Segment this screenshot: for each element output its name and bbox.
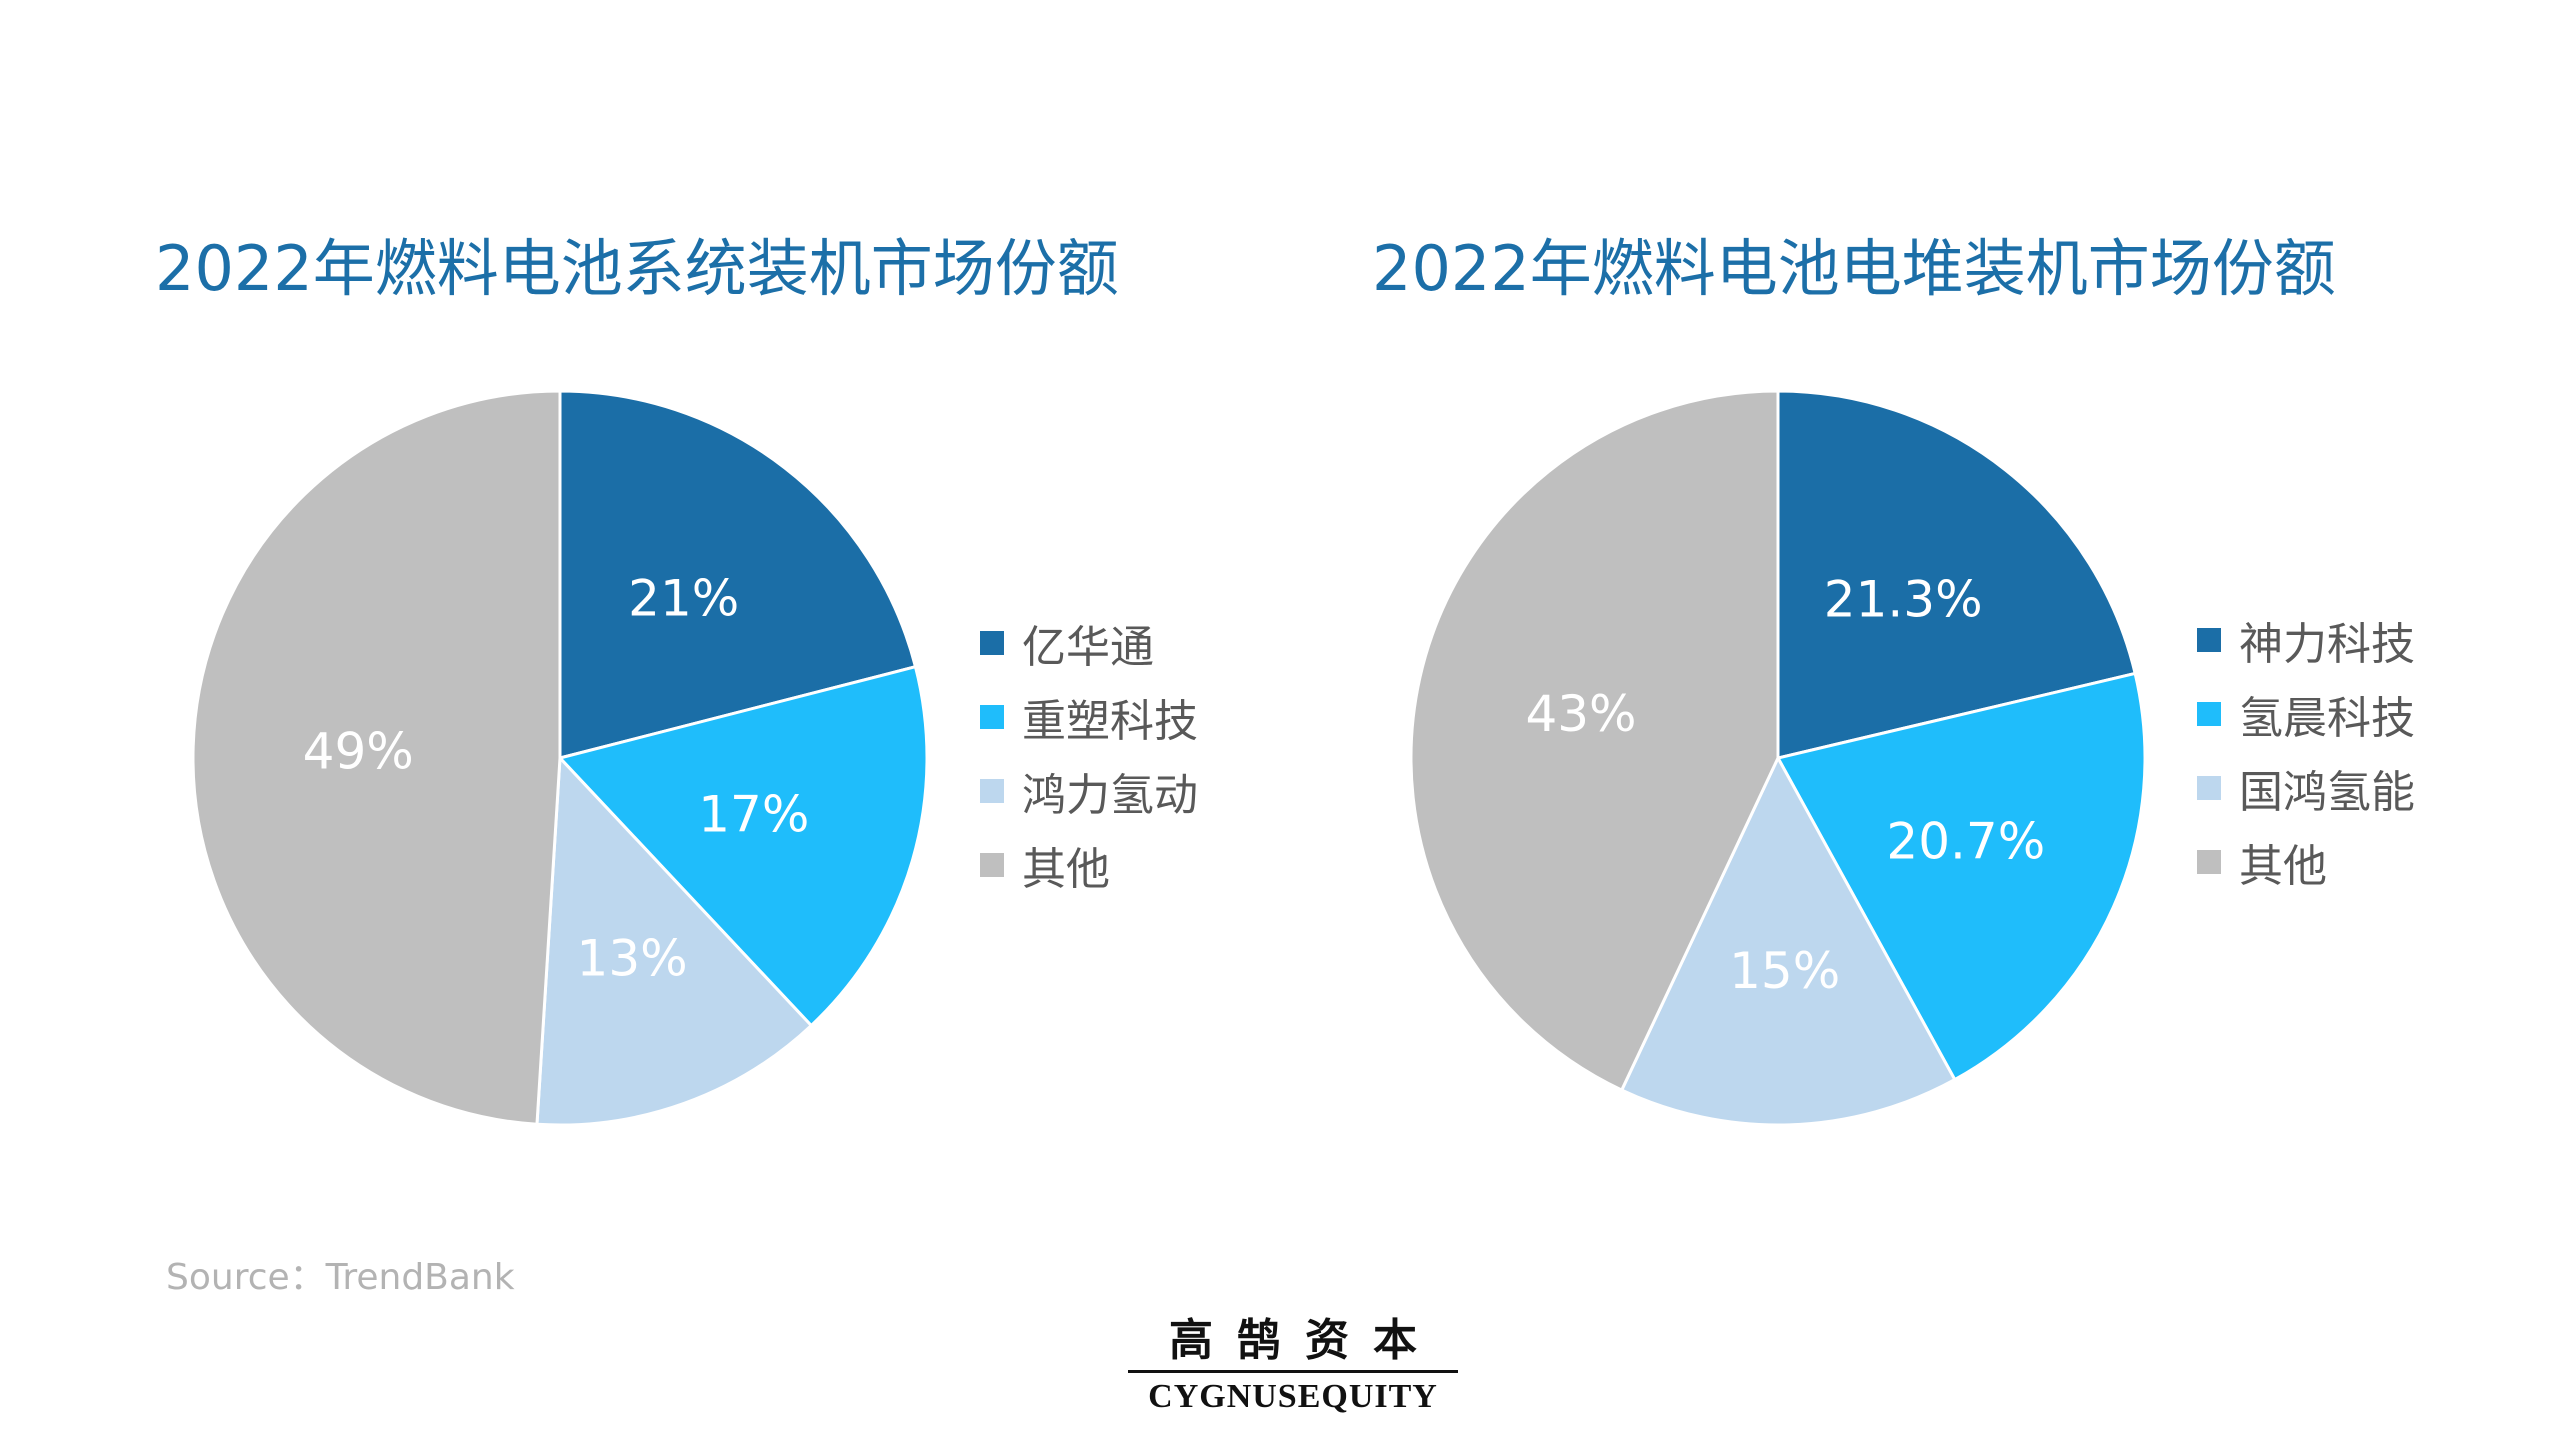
legend-item: 鸿力氢动	[980, 754, 1198, 828]
pie-slice-1	[558, 389, 918, 760]
legend-item: 国鸿氢能	[2197, 751, 2415, 825]
source-note: Source：TrendBank	[166, 1257, 515, 1298]
pie-slice-2	[1775, 671, 2147, 1082]
legend-label: 重塑科技	[1022, 696, 1198, 747]
slice-data-label: 21%	[628, 570, 739, 628]
logo-english-rest: EQUITY	[1297, 1378, 1438, 1415]
legend-swatch	[980, 779, 1004, 803]
legend-swatch	[980, 853, 1004, 877]
legend-item: 其他	[2197, 825, 2415, 899]
slice-data-label: 20.7%	[1886, 812, 2045, 870]
pie-slice-1	[1776, 389, 2137, 760]
legend-label: 国鸿氢能	[2239, 767, 2415, 818]
slice-data-label: 21.3%	[1824, 571, 1983, 629]
legend-swatch	[2197, 628, 2221, 652]
slice-data-label: 43%	[1525, 685, 1636, 743]
legend-item: 亿华通	[980, 606, 1198, 680]
legend-item: 其他	[980, 828, 1198, 902]
legend-system: 亿华通 重塑科技 鸿力氢动 其他	[980, 606, 1198, 902]
logo-divider	[1128, 1370, 1458, 1373]
chart-title-system: 2022年燃料电池系统装机市场份额	[155, 232, 1119, 305]
legend-label: 神力科技	[2239, 619, 2415, 670]
legend-label: 鸿力氢动	[1022, 770, 1198, 821]
legend-swatch	[980, 631, 1004, 655]
pie-slice-4	[191, 389, 562, 1126]
legend-label: 氢晨科技	[2239, 693, 2415, 744]
legend-swatch	[980, 705, 1004, 729]
legend-stack: 神力科技 氢晨科技 国鸿氢能 其他	[2197, 603, 2415, 899]
brand-logo: 高鹄资本 CYGNUSEQUITY	[1128, 1316, 1458, 1415]
slice-data-label: 15%	[1729, 942, 1840, 1000]
legend-item: 神力科技	[2197, 603, 2415, 677]
logo-chinese-name: 高鹄资本	[1169, 1315, 1441, 1366]
slice-data-label: 17%	[698, 785, 809, 843]
legend-swatch	[2197, 776, 2221, 800]
pie-slice-3	[1619, 754, 1957, 1127]
legend-item: 重塑科技	[980, 680, 1198, 754]
logo-english-bold: CYGNUS	[1148, 1378, 1298, 1415]
slice-data-label: 13%	[577, 929, 688, 987]
legend-label: 其他	[2239, 841, 2327, 892]
slice-data-label: 49%	[303, 723, 414, 781]
pie-slice-3	[535, 754, 814, 1127]
logo-english-name: CYGNUSEQUITY	[1128, 1379, 1458, 1415]
pie-slice-2	[557, 664, 929, 1028]
chart-title-stack: 2022年燃料电池电堆装机市场份额	[1372, 232, 2336, 305]
legend-item: 氢晨科技	[2197, 677, 2415, 751]
legend-label: 其他	[1022, 844, 1110, 895]
legend-swatch	[2197, 702, 2221, 726]
legend-swatch	[2197, 850, 2221, 874]
pie-slice-4	[1409, 389, 1780, 1093]
legend-label: 亿华通	[1022, 622, 1154, 673]
